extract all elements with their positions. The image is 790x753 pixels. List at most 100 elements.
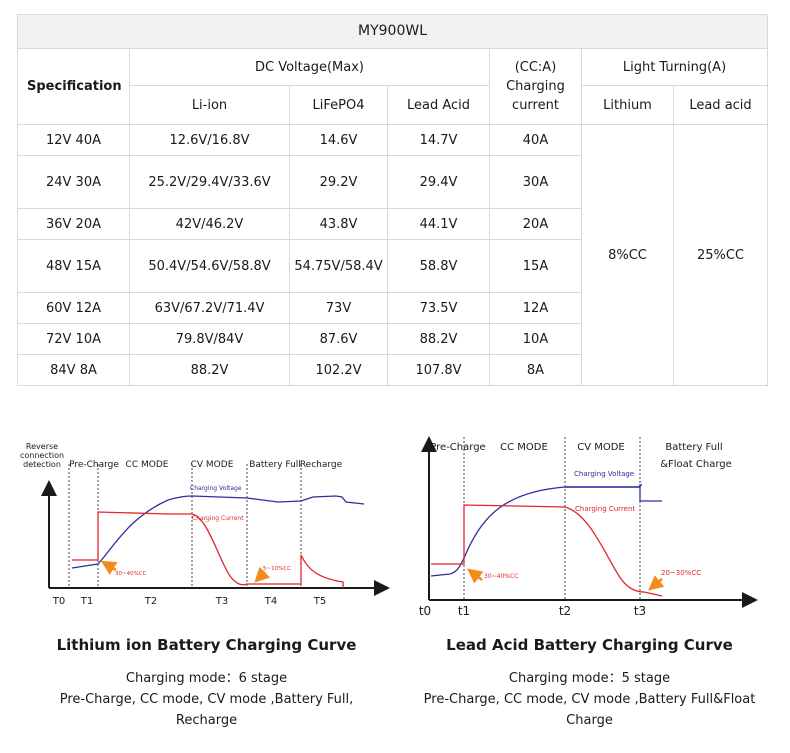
table-row: 36V 20A 42V/46.2V 43.8V 44.1V 20A [17, 208, 768, 240]
lithium-chart-title: Lithium ion Battery Charging Curve [56, 636, 357, 654]
table-row: 60V 12A 63V/67.2V/71.4V 73V 73.5V 12A [17, 292, 768, 324]
lead-acid-chart-title: Lead Acid Battery Charging Curve [446, 636, 733, 654]
cell-spec: 12V 40A [17, 124, 130, 156]
x-tick: t0 [419, 604, 431, 618]
cell-lifepo4: 54.75V/58.4V [289, 239, 388, 293]
current-curve [431, 504, 663, 597]
cell-liion: 88.2V [129, 354, 290, 386]
charging-current-header: (CC:A) Charging current [489, 48, 582, 125]
current-curve-label: Charging Current [575, 505, 635, 513]
precharge-note: 30~40%CC [115, 571, 147, 577]
cell-spec: 84V 8A [17, 354, 130, 386]
x-tick: t2 [559, 604, 571, 618]
reverse-label: Reverse [26, 442, 58, 451]
cell-lifepo4: 102.2V [289, 354, 388, 386]
cell-lead: 14.7V [387, 124, 490, 156]
cell-lead: 107.8V [387, 354, 490, 386]
voltage-curve-label: Charging Voltage [190, 485, 242, 492]
cell-liion: 79.8V/84V [129, 323, 290, 355]
table-title: MY900WL [16, 14, 769, 49]
cell-liion: 42V/46.2V [129, 208, 290, 240]
cell-current: 40A [489, 124, 582, 156]
cell-lifepo4: 73V [289, 292, 388, 324]
col-lead-acid-light: Lead acid [672, 85, 769, 125]
cell-current: 30A [489, 155, 582, 209]
cell-spec: 24V 30A [17, 155, 130, 209]
full-note: 5~10%CC [263, 566, 291, 572]
lead-acid-chart-svg: Pre-Charge CC MODE CV MODE Battery Full … [419, 436, 758, 618]
cell-liion: 50.4V/54.6V/58.8V [129, 239, 290, 293]
cell-lead: 44.1V [387, 208, 490, 240]
cell-current: 12A [489, 292, 582, 324]
full-note: 20~30%CC [661, 569, 701, 577]
cell-lifepo4: 87.6V [289, 323, 388, 355]
x-tick: T2 [144, 596, 157, 607]
spec-table: MY900WL Specification DC Voltage(Max) (C… [16, 14, 769, 386]
cell-lead: 73.5V [387, 292, 490, 324]
table-row: 24V 30A 25.2V/29.4V/33.6V 29.2V 29.4V 30… [17, 155, 768, 209]
lithium-chart-svg: Reverse connection detection Pre-Charge … [20, 442, 390, 607]
x-tick: T5 [313, 596, 326, 607]
cell-lead: 88.2V [387, 323, 490, 355]
precharge-arrow [100, 560, 118, 575]
stage-label: Battery Full [665, 442, 722, 453]
cell-current: 10A [489, 323, 582, 355]
cell-current: 15A [489, 239, 582, 293]
reverse-label: connection [20, 451, 64, 460]
x-tick: t1 [458, 604, 470, 618]
cell-spec: 72V 10A [17, 323, 130, 355]
lithium-desc-line: Pre-Charge, CC mode, CV mode ,Battery Fu… [59, 692, 354, 728]
cell-lithium-light: 8%CC [581, 124, 674, 386]
cell-lead: 58.8V [387, 239, 490, 293]
cell-liion: 63V/67.2V/71.4V [129, 292, 290, 324]
stage-label: Pre-Charge [430, 442, 485, 453]
cell-lead: 29.4V [387, 155, 490, 209]
x-tick: t3 [634, 604, 646, 618]
x-tick: T4 [264, 596, 277, 607]
light-turning-header: Light Turning(A) [580, 48, 769, 86]
col-lifepo4: LiFePO4 [289, 85, 388, 125]
cell-current: 20A [489, 208, 582, 240]
stage-label: CV MODE [577, 442, 625, 453]
full-arrow [254, 566, 271, 583]
table-row: 84V 8A 88.2V 102.2V 107.8V 8A [17, 354, 768, 386]
voltage-curve [71, 495, 365, 569]
cell-lifepo4: 43.8V [289, 208, 388, 240]
voltage-curve-label: Charging Voltage [574, 470, 634, 478]
full-arrow [648, 575, 665, 591]
reverse-label: detection [23, 460, 61, 469]
cell-liion: 12.6V/16.8V [129, 124, 290, 156]
stage-label: CC MODE [126, 460, 169, 470]
stage-label: CV MODE [191, 460, 234, 470]
col-liion: Li-ion [129, 85, 290, 125]
stage-label: Pre-Charge [69, 460, 119, 470]
cell-current: 8A [489, 354, 582, 386]
col-lithium: Lithium [581, 85, 674, 125]
x-tick: T3 [215, 596, 228, 607]
cell-spec: 48V 15A [17, 239, 130, 293]
lithium-mode-line: Charging mode：6 stage [125, 671, 288, 686]
lead-acid-desc-line: Pre-Charge, CC mode, CV mode ,Battery Fu… [423, 692, 756, 728]
precharge-note: 30~40%CC [484, 573, 518, 580]
stage-label: Battery Full [249, 460, 301, 470]
precharge-arrow [467, 568, 484, 584]
table-row: 72V 10A 79.8V/84V 87.6V 88.2V 10A [17, 323, 768, 355]
lead-acid-mode-line: Charging mode：5 stage [508, 671, 671, 686]
lead-acid-charging-chart: Pre-Charge CC MODE CV MODE Battery Full … [414, 432, 760, 622]
x-tick: T1 [80, 596, 93, 607]
stage-label: CC MODE [500, 442, 548, 453]
table-row: 48V 15A 50.4V/54.6V/58.8V 54.75V/58.4V 5… [17, 239, 768, 293]
cell-lifepo4: 14.6V [289, 124, 388, 156]
cell-spec: 36V 20A [17, 208, 130, 240]
cell-spec: 60V 12A [17, 292, 130, 324]
cell-lifepo4: 29.2V [289, 155, 388, 209]
cell-liion: 25.2V/29.4V/33.6V [129, 155, 290, 209]
current-curve [72, 511, 344, 588]
current-curve-label: Charging Current [192, 515, 244, 522]
spec-header: Specification [17, 48, 130, 125]
col-lead-acid: Lead Acid [387, 85, 490, 125]
stage-label: &Float Charge [660, 459, 732, 470]
x-tick: T0 [52, 596, 65, 607]
table-row: 12V 40A 12.6V/16.8V 14.6V 14.7V 40A 8%CC… [17, 124, 769, 386]
dc-voltage-header: DC Voltage(Max) [129, 48, 490, 86]
